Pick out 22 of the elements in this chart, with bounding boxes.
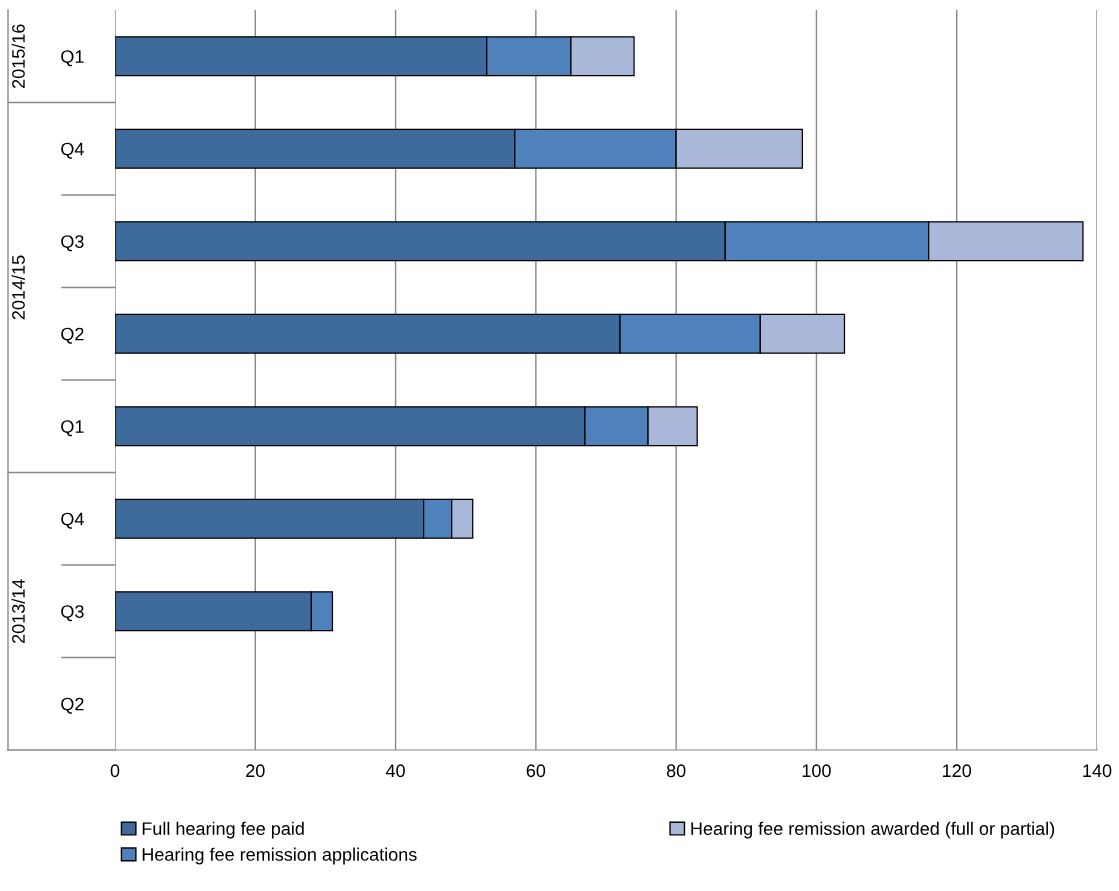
y-tick-label: Q3 bbox=[61, 235, 84, 252]
x-tick-label: 140 bbox=[1083, 764, 1112, 778]
legend-label: Hearing fee remission awarded (full or partial) bbox=[691, 821, 1055, 839]
legend-label: Hearing fee remission applications bbox=[142, 847, 417, 865]
text: 2013/14 bbox=[11, 579, 25, 643]
y-tick-label: Q1 bbox=[61, 50, 84, 67]
y-tick-label: Q4 bbox=[61, 142, 84, 159]
x-tick-label: 40 bbox=[385, 764, 405, 778]
text: 2014/15 bbox=[11, 255, 25, 320]
y-tick-label: Q2 bbox=[61, 697, 84, 714]
x-tick-label: 80 bbox=[666, 764, 686, 778]
x-tick-label: 20 bbox=[246, 764, 265, 778]
x-tick-label: 120 bbox=[943, 764, 972, 778]
legend-label: Full hearing fee paid bbox=[142, 821, 304, 839]
y-tick-label: Q4 bbox=[61, 512, 84, 529]
x-tick-label: 60 bbox=[526, 764, 546, 778]
y-tick-label: Q2 bbox=[61, 327, 84, 344]
x-tick-label: 100 bbox=[802, 764, 831, 778]
text: 2015/16 bbox=[11, 24, 25, 88]
y-tick-label: Q1 bbox=[61, 420, 84, 437]
y-tick-label: Q3 bbox=[61, 605, 84, 622]
x-tick-label: 0 bbox=[110, 764, 120, 778]
